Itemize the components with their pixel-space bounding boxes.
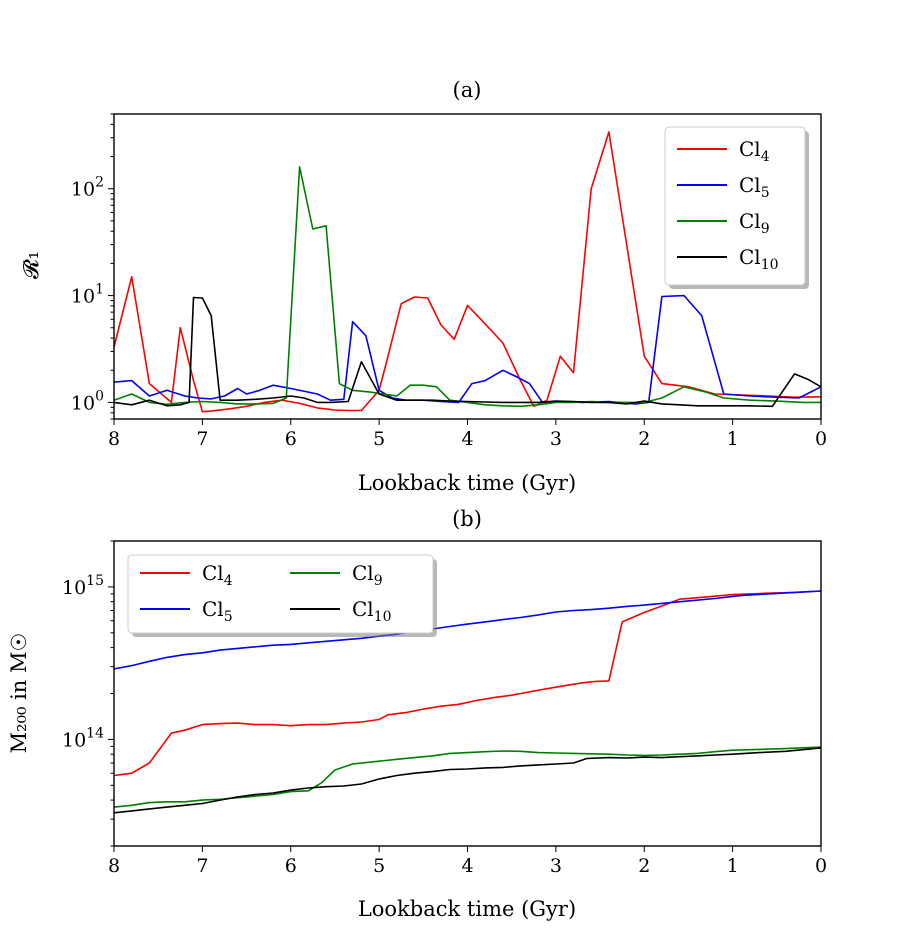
x-tick-label: 6 (285, 855, 297, 877)
panel-b-frame (113, 540, 822, 847)
legend-label-cl5: Cl5 (202, 597, 233, 625)
y-tick-label: 101 (71, 282, 104, 308)
legend-box (127, 554, 434, 634)
y-tick-label: 1014 (62, 725, 104, 751)
y-tick-label: 1015 (62, 573, 104, 599)
series-cl10-line (113, 747, 822, 814)
series-cl4-line (113, 131, 822, 413)
x-tick-label: 1 (727, 428, 739, 450)
panel-a-series (113, 131, 822, 413)
series-cl5-line (113, 590, 822, 670)
series-cl10-line (113, 296, 822, 408)
x-tick-label: 5 (373, 428, 385, 450)
panel-b-ylabel: M₂₀₀ in M☉ (7, 633, 31, 754)
panel-a-xlabel: Lookback time (Gyr) (358, 471, 576, 495)
legend-label-cl10: Cl10 (352, 597, 392, 625)
panel-a-legend: Cl4 Cl5 Cl9 Cl10 (664, 126, 809, 289)
x-tick-label: 7 (196, 855, 208, 877)
x-tick-label: 0 (815, 855, 827, 877)
panel-a: (a) Lookback time (Gyr) 𝓡₁ 8 7 6 5 4 3 2 1 0 100 1… (19, 78, 827, 495)
panel-b: (b) Lookback time (Gyr) M₂₀₀ in M☉ 8 7 6 5 4… (7, 507, 827, 921)
x-tick-label: 2 (638, 855, 650, 877)
x-tick-label: 4 (461, 428, 473, 450)
panel-b-legend: Cl4 Cl5 Cl9 Cl10 (127, 554, 437, 637)
legend-label-cl5: Cl5 (739, 173, 770, 201)
legend-label-cl4: Cl4 (739, 137, 770, 165)
panel-b-xlabel: Lookback time (Gyr) (358, 897, 576, 921)
legend-label-cl4: Cl4 (202, 561, 233, 589)
legend-label-cl10: Cl10 (739, 245, 779, 273)
panel-a-frame (113, 113, 822, 420)
x-tick-label: 4 (461, 855, 473, 877)
panel-a-title: (a) (453, 78, 482, 102)
panel-b-title: (b) (452, 507, 482, 531)
y-tick-label: 102 (71, 175, 104, 201)
x-tick-label: 3 (550, 428, 562, 450)
x-tick-label: 6 (285, 428, 297, 450)
series-cl9-line (113, 166, 821, 408)
x-tick-label: 0 (815, 428, 827, 450)
x-tick-label: 1 (727, 855, 739, 877)
y-tick-label: 100 (71, 388, 104, 414)
series-cl9-line (113, 746, 822, 808)
legend-box (664, 126, 806, 286)
x-tick-label: 7 (196, 428, 208, 450)
legend-label-cl9: Cl9 (352, 561, 383, 589)
x-tick-label: 8 (108, 428, 120, 450)
legend-label-cl9: Cl9 (739, 209, 770, 237)
x-tick-label: 5 (373, 855, 385, 877)
x-tick-label: 3 (550, 855, 562, 877)
x-tick-label: 8 (108, 855, 120, 877)
panel-a-ylabel: 𝓡₁ (19, 251, 43, 279)
x-tick-label: 2 (638, 428, 650, 450)
series-cl5-line (113, 294, 822, 405)
series-cl4-line (113, 590, 822, 777)
panel-a-ticks: 8 7 6 5 4 3 2 1 0 100 101 102 (71, 113, 827, 450)
panel-b-series (113, 590, 822, 814)
